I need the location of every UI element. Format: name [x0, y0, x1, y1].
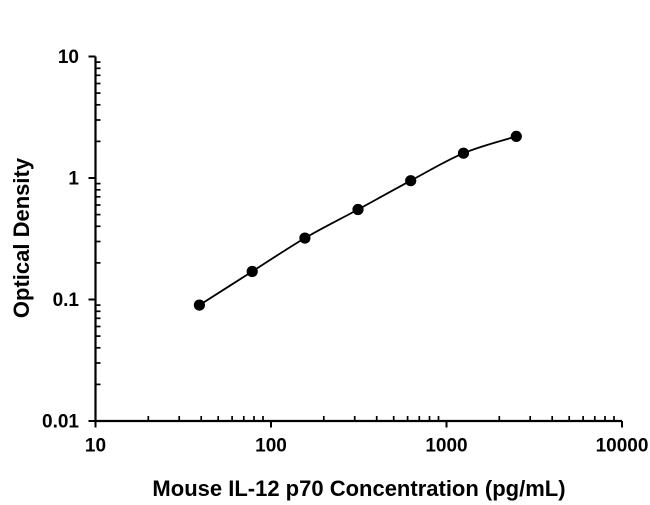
- data-point-marker: [246, 265, 258, 278]
- x-tick-label: 1000: [425, 436, 467, 457]
- data-point-marker: [405, 175, 417, 187]
- x-tick-label: 10: [85, 436, 106, 457]
- data-point-marker: [510, 130, 522, 142]
- y-tick-label: 0.01: [42, 412, 79, 433]
- data-point-marker: [193, 299, 205, 311]
- x-tick-label: 100: [255, 436, 287, 457]
- standard-curve-line: [198, 135, 517, 306]
- data-point-marker: [457, 147, 470, 159]
- data-point-marker: [352, 203, 364, 216]
- y-axis-title: Optical Density: [9, 157, 34, 319]
- y-tick-label: 1: [68, 169, 79, 190]
- x-axis-title: Mouse IL-12 p70 Concentration (pg/mL): [152, 476, 566, 501]
- data-point-marker: [299, 232, 311, 244]
- y-tick-label: 10: [58, 47, 79, 68]
- y-tick-label: 0.1: [53, 290, 80, 311]
- x-tick-label: 10000: [596, 436, 649, 457]
